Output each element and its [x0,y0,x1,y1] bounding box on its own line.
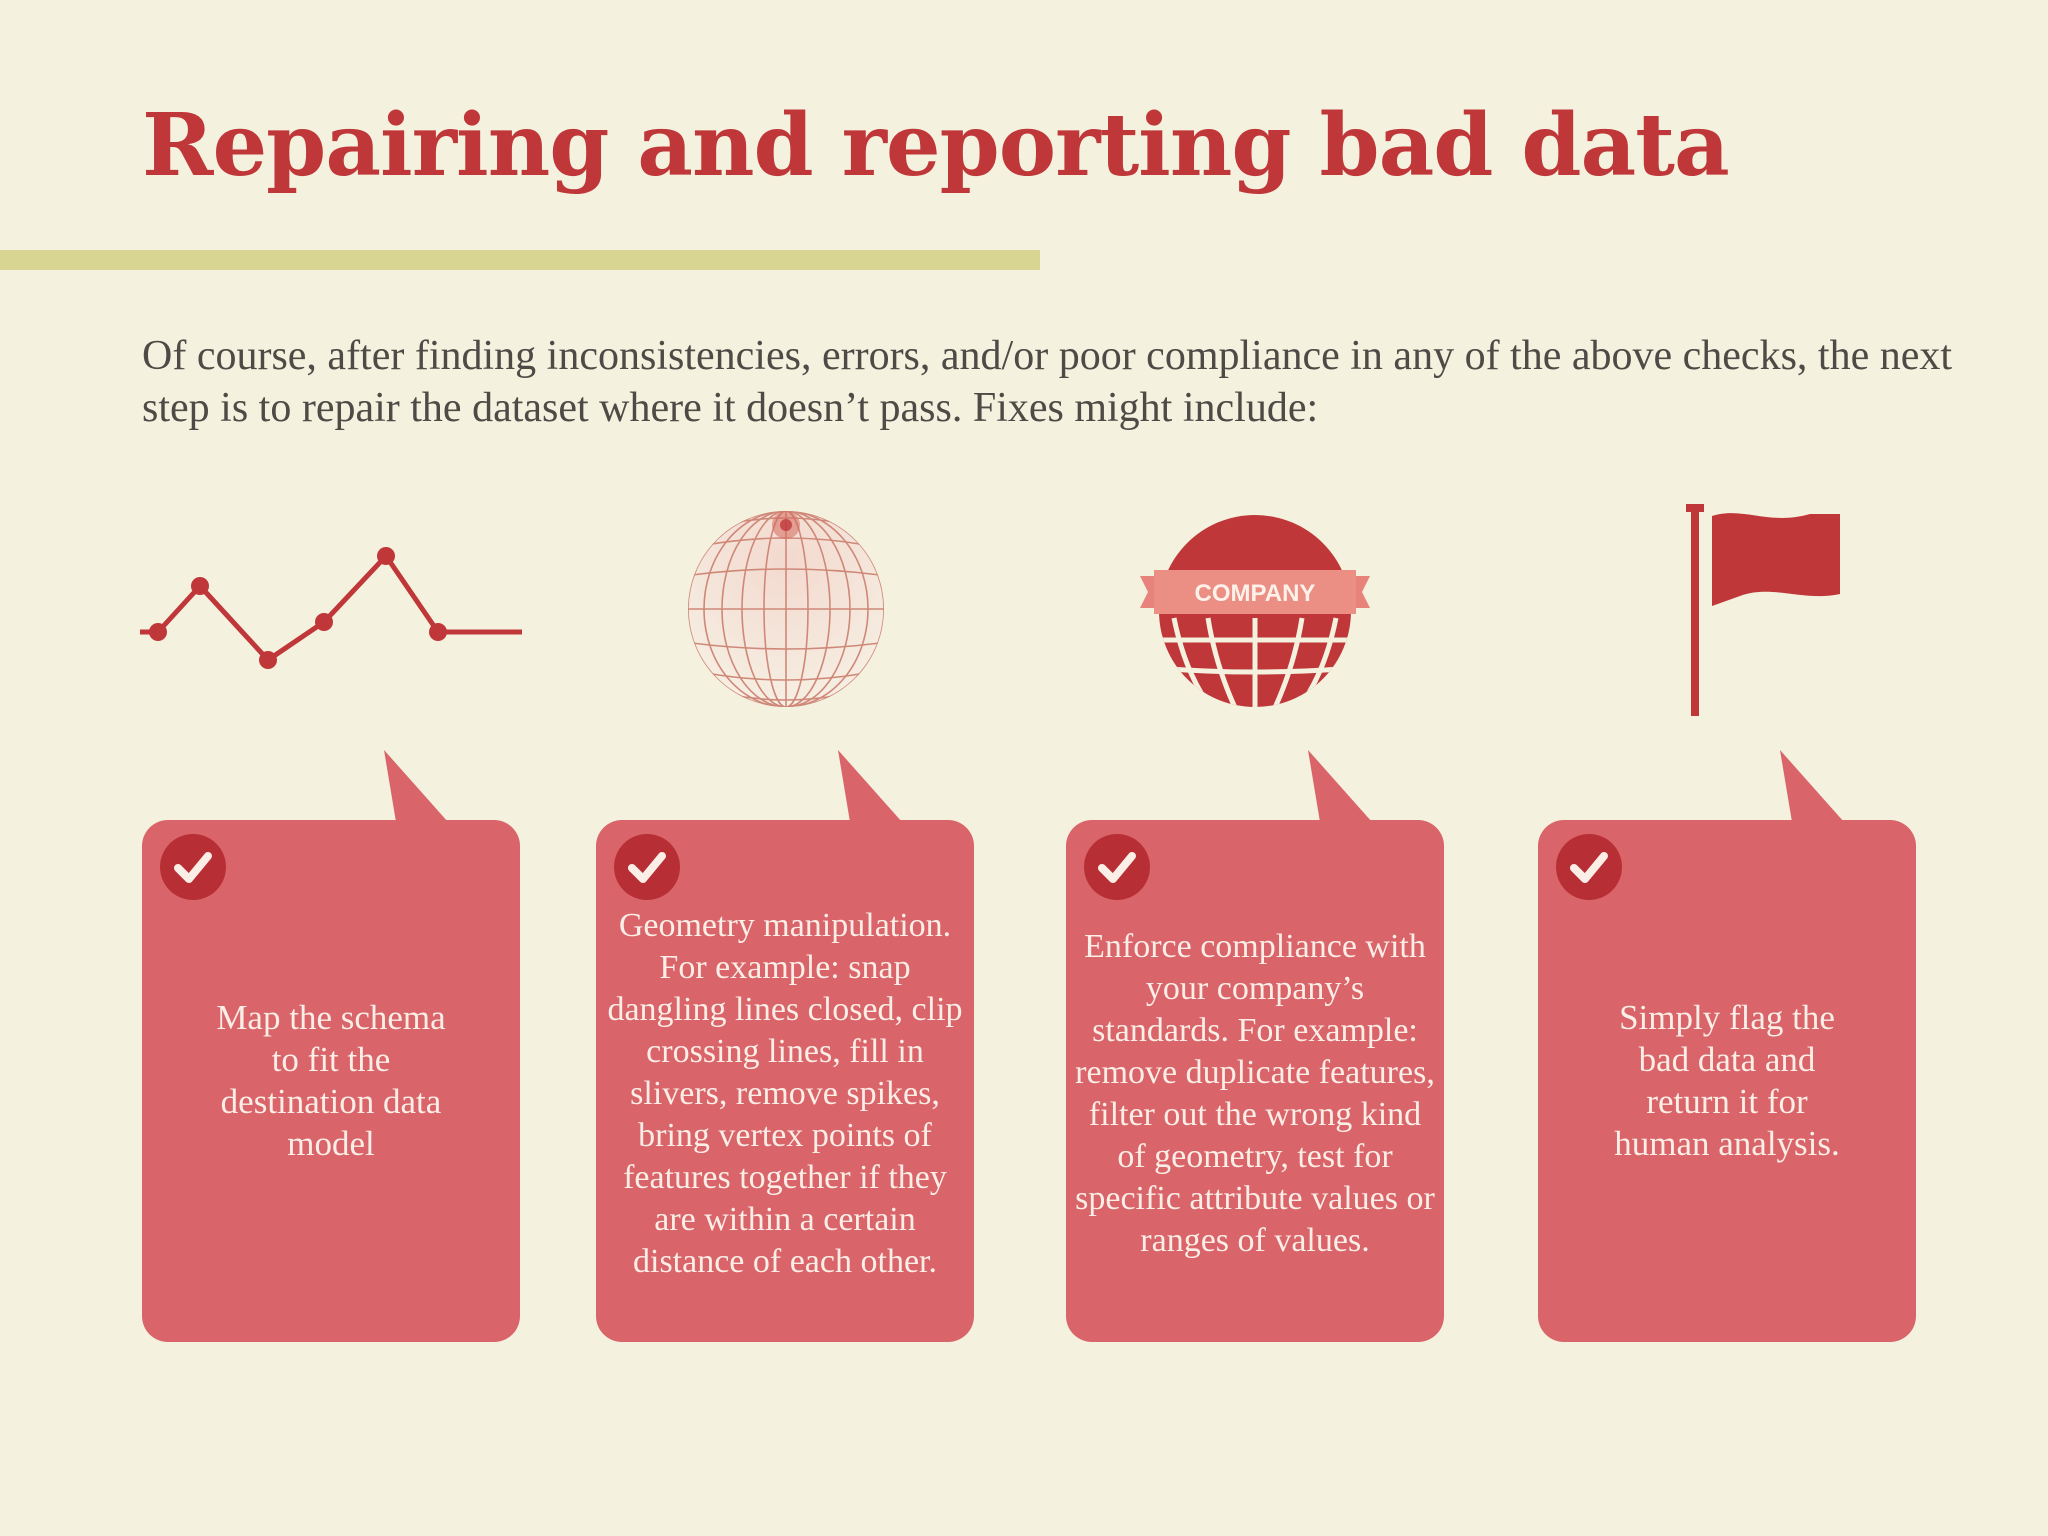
card-pointer [1308,750,1372,822]
globe-grid-icon [688,511,884,707]
fix-card-compliance: Enforce compliance with your company’s s… [1066,750,1444,1342]
fix-card-text: Map the schema to fit the destination da… [216,998,446,1163]
page-title: Repairing and reporting bad data [142,95,1730,196]
checkmark-icon [1084,834,1150,900]
fix-card-text: Geometry manipulation. For example: snap… [607,907,963,1280]
checkmark-icon [1556,834,1622,900]
card-pointer [384,750,448,822]
checkmark-icon [614,834,680,900]
title-underline [0,250,1040,270]
card-pointer [1780,750,1844,822]
company-globe-icon: COMPANY [1140,515,1370,707]
intro-paragraph: Of course, after finding inconsistencies… [142,333,1953,431]
fix-card-geometry: Geometry manipulation. For example: snap… [596,750,974,1342]
fix-card-flag: Simply flag the bad data and return it f… [1538,750,1916,1342]
fix-card-text: Simply flag the bad data and return it f… [1614,998,1840,1163]
flag-icon [1686,504,1840,716]
line-chart-icon [140,547,522,669]
company-badge-label: COMPANY [1195,580,1316,607]
checkmark-icon [160,834,226,900]
fix-card-schema: Map the schema to fit the destination da… [142,750,520,1342]
card-pointer [838,750,902,822]
fix-card-text: Enforce compliance with your company’s s… [1075,928,1435,1259]
